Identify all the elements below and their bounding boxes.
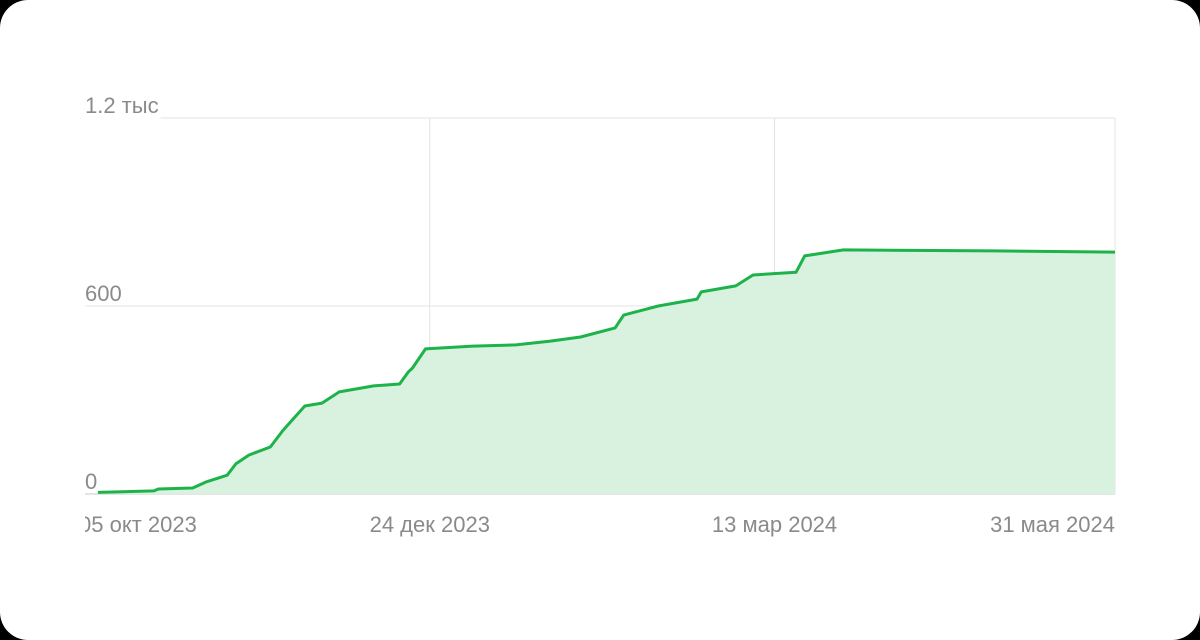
area-fill <box>97 249 1115 494</box>
y-tick-label: 600 <box>85 281 122 306</box>
y-tick-label: 0 <box>85 469 97 494</box>
x-tick-label: 13 мар 2024 <box>712 512 837 537</box>
x-tick-label: 31 мая 2024 <box>990 512 1115 537</box>
x-tick-label: 24 дек 2023 <box>370 512 490 537</box>
y-tick-label: 1.2 тыс <box>85 93 159 118</box>
line <box>97 248 1116 494</box>
x-tick-label: 05 окт 2023 <box>79 512 197 537</box>
